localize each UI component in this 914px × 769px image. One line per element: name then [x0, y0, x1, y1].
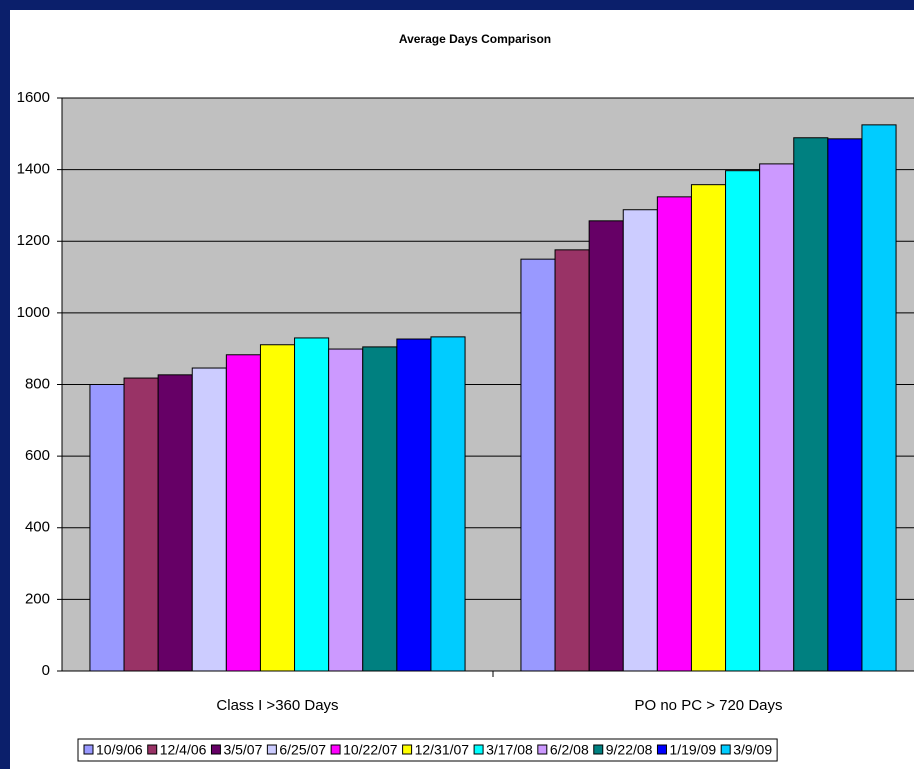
bar: [191, 367, 227, 672]
legend-label: 10/9/06: [96, 742, 143, 758]
legend-swatch: [147, 744, 158, 755]
legend-label: 9/22/08: [606, 742, 653, 758]
bar: [622, 209, 658, 672]
bar: [89, 384, 125, 672]
bar: [588, 220, 624, 672]
bar: [656, 196, 692, 672]
y-tick-label: 1000: [17, 304, 50, 321]
bar: [123, 377, 159, 672]
legend-swatch: [210, 744, 221, 755]
legend-swatch: [402, 744, 413, 755]
legend-swatch: [473, 744, 484, 755]
bar: [725, 170, 761, 672]
legend-label: 12/4/06: [160, 742, 207, 758]
bar: [294, 337, 330, 672]
bar: [362, 346, 398, 672]
bar: [396, 338, 432, 672]
bar: [520, 258, 556, 672]
bar: [157, 374, 193, 672]
y-tick-label: 1600: [17, 89, 50, 106]
legend-label: 6/2/08: [550, 742, 589, 758]
bar: [328, 348, 364, 672]
legend-swatch: [266, 744, 277, 755]
y-tick-label: 1200: [17, 232, 50, 249]
legend-label: 3/17/08: [486, 742, 533, 758]
bar: [759, 163, 795, 672]
bar: [690, 184, 727, 672]
bar: [225, 354, 261, 672]
y-tick-label: 400: [25, 519, 50, 536]
y-tick-label: 200: [25, 590, 50, 607]
x-tick-label: PO no PC > 720 Days: [635, 697, 783, 714]
bar: [554, 249, 590, 672]
legend-label: 10/22/07: [343, 742, 398, 758]
x-tick-label: Class I >360 Days: [216, 697, 338, 714]
bar: [430, 336, 466, 672]
y-tick-label: 600: [25, 447, 50, 464]
bar: [259, 344, 296, 672]
bar: [793, 137, 829, 672]
legend-label: 6/25/07: [279, 742, 326, 758]
legend-swatch: [330, 744, 341, 755]
legend-label: 1/19/09: [669, 742, 716, 758]
legend-swatch: [720, 744, 731, 755]
chart-title: Average Days Comparison: [399, 32, 551, 46]
legend-swatch: [656, 744, 667, 755]
bar: [861, 124, 897, 672]
legend-label: 12/31/07: [415, 742, 470, 758]
legend-swatch: [83, 744, 94, 755]
y-tick-label: 800: [25, 375, 50, 392]
legend-label: 3/5/07: [223, 742, 262, 758]
y-tick-label: 1400: [17, 161, 50, 178]
legend-swatch: [593, 744, 604, 755]
legend-label: 3/9/09: [733, 742, 772, 758]
bar: [827, 138, 863, 672]
y-tick-label: 0: [42, 662, 50, 679]
legend-swatch: [537, 744, 548, 755]
